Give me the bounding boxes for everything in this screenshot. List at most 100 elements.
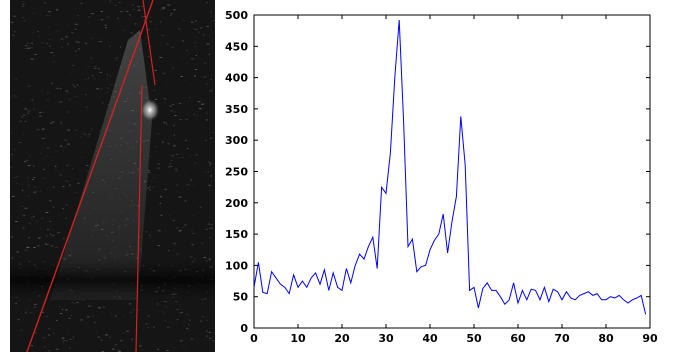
speckle-dot <box>190 113 192 115</box>
speckle-dot <box>50 156 54 158</box>
speckle-dot <box>154 98 157 100</box>
speckle-dot <box>61 46 63 48</box>
speckle-dot <box>96 88 99 90</box>
speckle-dot <box>75 192 77 194</box>
speckle-dot <box>49 310 51 312</box>
y-tick-label: 500 <box>225 9 248 22</box>
x-tick-label: 20 <box>334 332 350 345</box>
speckle-dot <box>13 31 17 33</box>
speckle-dot <box>45 244 49 245</box>
speckle-dot <box>143 19 146 21</box>
speckle-dot <box>33 306 37 308</box>
speckle-dot <box>41 217 44 219</box>
speckle-dot <box>212 38 215 40</box>
speckle-dot <box>45 106 48 108</box>
speckle-dot <box>141 349 143 350</box>
speckle-dot <box>119 46 122 48</box>
speckle-dot <box>190 179 192 181</box>
speckle-dot <box>138 338 140 340</box>
speckle-dot <box>34 191 37 193</box>
speckle-dot <box>24 249 28 251</box>
speckle-dot <box>65 309 68 311</box>
speckle-dot <box>99 307 101 309</box>
speckle-dot <box>66 340 68 342</box>
speckle-dot <box>148 186 151 188</box>
speckle-dot <box>10 21 14 23</box>
speckle-dot <box>184 140 187 141</box>
speckle-dot <box>100 88 103 90</box>
speckle-dot <box>184 200 187 202</box>
speckle-dot <box>214 72 215 74</box>
speckle-dot <box>194 162 196 164</box>
speckle-dot <box>175 66 177 68</box>
speckle-dot <box>117 312 119 314</box>
speckle-dot <box>195 20 197 22</box>
speckle-dot <box>201 242 203 244</box>
speckle-dot <box>157 133 159 135</box>
speckle-dot <box>175 153 179 155</box>
speckle-dot <box>60 123 62 125</box>
speckle-dot <box>156 29 158 31</box>
speckle-dot <box>42 311 44 313</box>
speckle-dot <box>207 223 211 225</box>
speckle-dot <box>39 111 42 113</box>
speckle-dot <box>96 92 99 94</box>
speckle-dot <box>187 323 190 325</box>
speckle-dot <box>160 9 162 11</box>
speckle-dot <box>129 14 131 16</box>
speckle-dot <box>157 163 161 165</box>
speckle-dot <box>59 101 62 103</box>
speckle-dot <box>37 237 41 239</box>
speckle-dot <box>30 58 34 60</box>
speckle-dot <box>43 346 46 348</box>
speckle-dot <box>34 332 37 334</box>
speckle-dot <box>17 319 20 321</box>
speckle-dot <box>169 163 171 165</box>
speckle-dot <box>166 104 168 106</box>
speckle-dot <box>137 6 140 8</box>
speckle-dot <box>100 339 103 341</box>
speckle-dot <box>166 326 170 328</box>
speckle-dot <box>55 348 59 350</box>
speckle-dot <box>85 42 87 44</box>
speckle-dot <box>126 330 129 332</box>
speckle-dot <box>94 66 97 68</box>
speckle-dot <box>74 50 77 52</box>
speckle-dot <box>48 334 50 336</box>
speckle-dot <box>10 236 14 238</box>
speckle-dot <box>26 177 29 179</box>
speckle-dot <box>193 248 196 250</box>
speckle-dot <box>52 332 55 334</box>
speckle-dot <box>65 36 68 38</box>
speckle-dot <box>130 32 133 34</box>
speckle-dot <box>71 167 73 169</box>
speckle-dot <box>145 220 147 222</box>
speckle-dot <box>29 46 31 48</box>
speckle-dot <box>24 207 28 209</box>
speckle-dot <box>48 38 52 40</box>
speckle-dot <box>41 42 44 44</box>
speckle-dot <box>91 13 94 14</box>
y-tick-label: 250 <box>225 166 248 179</box>
speckle-dot <box>28 222 31 224</box>
speckle-dot <box>13 94 16 96</box>
speckle-dot <box>110 84 113 86</box>
speckle-dot <box>181 96 185 98</box>
speckle-dot <box>122 332 124 334</box>
speckle-dot <box>51 234 55 236</box>
speckle-dot <box>198 125 201 127</box>
speckle-dot <box>143 327 146 329</box>
speckle-dot <box>38 236 41 237</box>
speckle-dot <box>166 43 169 45</box>
y-tick-label: 100 <box>225 259 248 272</box>
speckle-dot <box>206 319 209 321</box>
speckle-dot <box>192 53 195 55</box>
speckle-dot <box>178 125 181 127</box>
speckle-dot <box>14 40 16 42</box>
speckle-dot <box>24 48 28 49</box>
speckle-dot <box>180 57 183 59</box>
speckle-dot <box>26 246 28 248</box>
speckle-dot <box>20 120 22 122</box>
x-tick-label: 30 <box>378 332 394 345</box>
speckle-dot <box>42 128 45 130</box>
